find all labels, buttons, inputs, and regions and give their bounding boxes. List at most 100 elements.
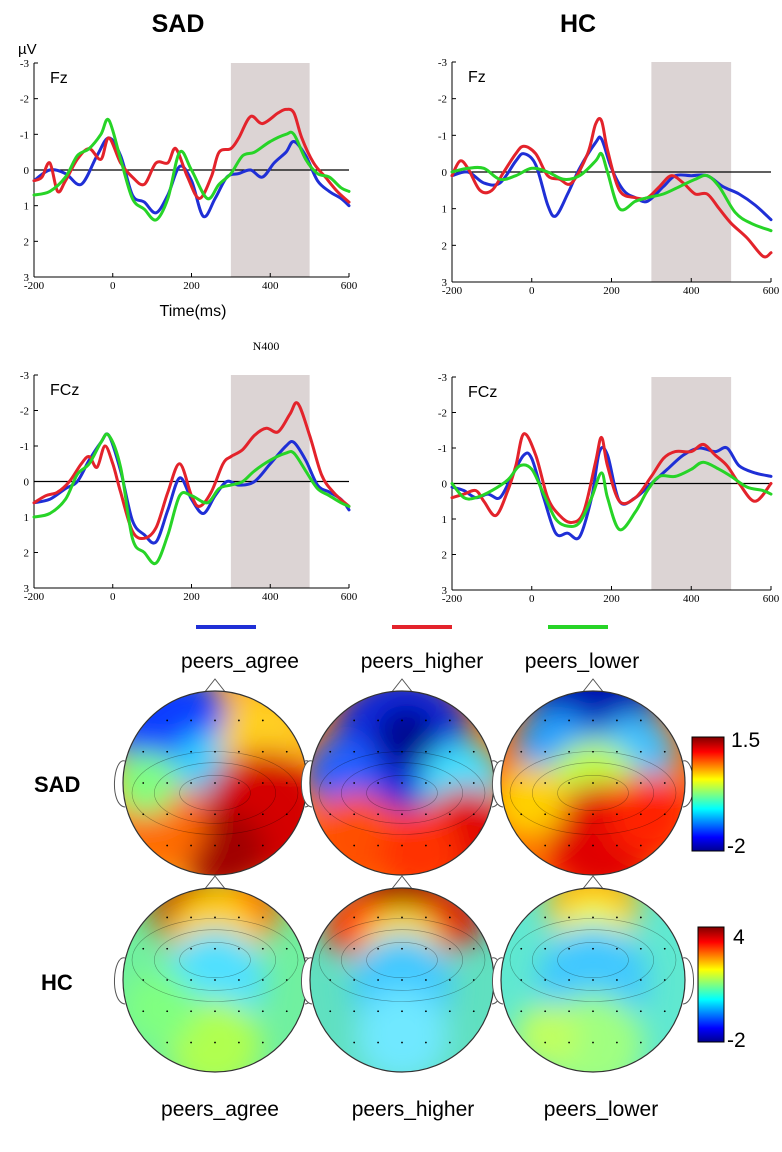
hc-fcz-x-tick-label: 200 [603,593,620,605]
topomap-hc-peers-lower [491,875,695,1073]
hc-fz-y-tick-label: -2 [438,94,447,106]
sad-fcz-x-tick-label: 600 [341,591,358,603]
sad-fcz-x-tick-label: -200 [24,591,45,603]
nose-icon [581,875,605,891]
hc-fz-x-tick-label: 600 [763,285,780,297]
sad-fcz-electrode-label: FCz [50,382,79,399]
hc-fz-x-tick-label: 400 [683,285,700,297]
sad-fcz-y-tick-label: -2 [20,406,29,418]
sad-fcz-x-tick-label: 0 [110,591,116,603]
colorbar-sad-bar [691,736,725,852]
erp-panel-sad-fz: -3 -2 -1 0 1 2 3-200 0 200 400 600 Fz [20,58,358,292]
nose-icon [203,678,227,694]
hc-fcz-y-tick-label: 0 [442,479,448,491]
sad-fcz-series-peers-higher [32,401,351,541]
topomap-field [501,888,685,1072]
colorbar-sad-max: 1.5 [731,729,760,752]
hc-fz-y-tick-label: -1 [438,130,447,142]
topomap-field [310,888,494,1072]
hc-fcz-y-tick-label: 1 [442,514,448,526]
sad-fcz-y-tick-label: -1 [20,441,29,453]
sad-fz-electrode-label: Fz [50,70,68,87]
sad-fz-y-tick-label: -1 [20,129,29,141]
sad-fcz-y-tick-label: 2 [24,548,30,560]
head-outline [500,887,686,1073]
ear-left-icon [113,957,126,1005]
hc-fz-y-tick-label: 3 [442,277,448,289]
sad-fcz-x-tick-label: 400 [262,591,279,603]
topomap-field [501,691,685,875]
erp-panel-hc-fz: -3 -2 -1 0 1 2 3-200 0 200 400 600 Fz [438,57,780,297]
unit-label: µV [18,41,37,58]
hc-fcz-y-tick-label: 2 [442,550,448,562]
topo-label-peers-higher: peers_higher [352,1098,475,1121]
topomap-hc-peers-higher [300,875,504,1073]
hc-fcz-y-tick-label: -2 [438,408,447,420]
hc-fcz-y-tick-label: -3 [438,372,448,384]
hc-fcz-x-tick-label: 0 [529,593,535,605]
topo-label-peers-agree: peers_agree [161,1098,279,1121]
hc-fz-electrode-label: Fz [468,69,486,86]
legend-label-peers-higher: peers_higher [361,650,484,673]
sad-fcz-y-tick-label: 3 [24,583,30,595]
legend-label-peers-agree: peers_agree [181,650,299,673]
sad-fcz-y-tick-label: 1 [24,512,30,524]
nose-icon [581,678,605,694]
topomap-sad-peers-agree [113,678,317,876]
hc-fz-x-tick-label: -200 [442,285,463,297]
topomap-field [123,691,307,875]
head-outline [500,690,686,876]
hc-fz-y-tick-label: -3 [438,57,448,69]
topo-maps [113,678,695,1073]
sad-fz-x-tick-label: 600 [341,280,358,292]
ear-left-icon [300,957,313,1005]
sad-fz-y-tick-label: 0 [24,165,30,177]
ear-right-icon [682,957,695,1005]
nose-icon [203,875,227,891]
hc-fcz-x-tick-label: 600 [763,593,780,605]
colorbar-hc-bar [697,926,725,1043]
sad-fcz-series-peers-lower [32,432,351,566]
sad-fcz-y-tick-label: -3 [20,370,30,382]
sad-fz-y-tick-label: 3 [24,272,30,284]
window-label: N400 [253,339,280,353]
sad-fz-x-tick-label: 0 [110,280,116,292]
erp-panel-hc-fcz: -3 -2 -1 0 1 2 3-200 0 200 400 600 FCz [438,372,780,605]
hc-fcz-x-tick-label: -200 [442,593,463,605]
hc-fz-series-peers-lower [450,151,773,233]
sad-fcz-x-tick-label: 200 [183,591,200,603]
sad-fz-y-tick-label: -2 [20,94,29,106]
nose-icon [390,678,414,694]
hc-fcz-x-tick-label: 400 [683,593,700,605]
hc-fcz-series-peers-agree [450,445,773,541]
group-title-hc: HC [560,10,596,38]
hc-fz-x-tick-label: 200 [603,285,620,297]
topomap-field [310,691,494,875]
topomap-sad-peers-higher [300,678,504,876]
colorbar-hc-min: -2 [727,1029,746,1052]
sad-fz-series-peers-lower [32,117,351,222]
sad-fcz-y-tick-label: 0 [24,477,30,489]
sad-fz-y-tick-label: 2 [24,236,30,248]
topo-row-label-sad: SAD [34,772,80,797]
legend-label-peers-lower: peers_lower [525,650,639,673]
topomap-field [123,888,307,1072]
group-title-sad: SAD [152,10,205,38]
colorbar-sad-min: -2 [727,835,746,858]
topomap-hc-peers-agree [113,875,317,1073]
hc-fz-y-tick-label: 2 [442,240,448,252]
hc-fcz-series-peers-lower [450,460,773,532]
topo-label-peers-lower: peers_lower [544,1098,658,1121]
sad-fz-x-tick-label: 200 [183,280,200,292]
hc-fz-y-tick-label: 0 [442,167,448,179]
hc-fz-y-tick-label: 1 [442,204,448,216]
sad-fz-x-tick-label: -200 [24,280,45,292]
nose-icon [390,875,414,891]
colorbar-hc: 4 -2 [697,926,746,1052]
hc-fcz-electrode-label: FCz [468,384,497,401]
hc-fcz-series-peers-higher [450,432,773,525]
topo-row-label-hc: HC [41,970,73,995]
sad-fz-x-tick-label: 400 [262,280,279,292]
colorbar-sad: 1.5 -2 [691,729,760,858]
